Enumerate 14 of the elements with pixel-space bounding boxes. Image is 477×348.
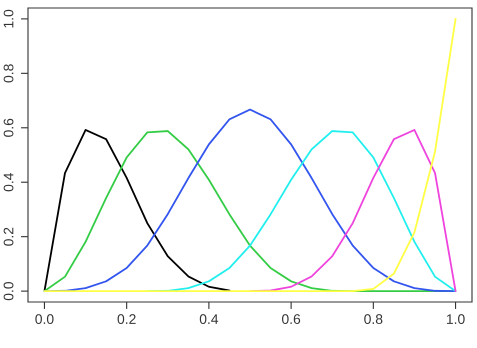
x-tick-label: 0.2 [118, 314, 136, 324]
y-tick-label: 0.0 [4, 282, 14, 300]
y-tick-label: 0.8 [4, 64, 14, 82]
line-series [44, 129, 230, 292]
y-tick-label: 1.0 [4, 10, 14, 28]
x-tick-label: 1.0 [446, 314, 465, 324]
x-tick-label: 0.6 [282, 314, 300, 324]
y-tick-label: 0.6 [4, 118, 14, 137]
x-tick-label: 0.8 [364, 314, 382, 324]
y-tick-label: 0.2 [4, 228, 14, 246]
line-series [44, 18, 456, 292]
y-tick-label: 0.4 [4, 172, 14, 192]
x-tick-label: 0.4 [200, 314, 218, 324]
x-tick-label: 0.0 [35, 314, 54, 324]
